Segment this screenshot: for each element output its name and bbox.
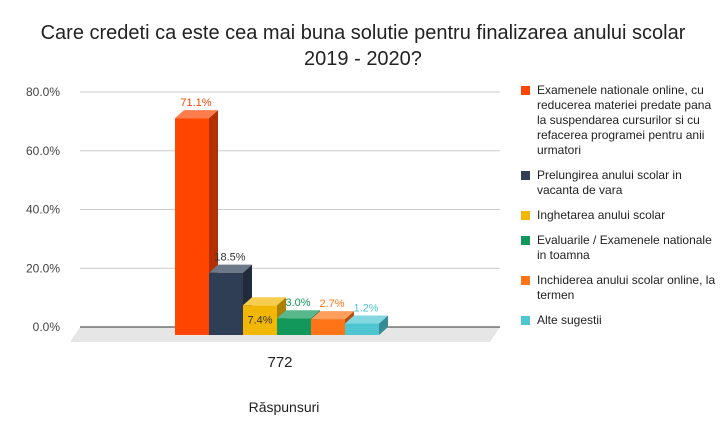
legend-swatch <box>521 316 530 325</box>
legend-label: Inghetarea anului scolar <box>537 208 666 222</box>
legend-item: Inghetarea anului scolar <box>521 208 721 223</box>
bar <box>175 118 209 335</box>
legend-item: Prelungirea anului scolar in vacanta de … <box>521 168 721 198</box>
bar-side <box>379 315 388 335</box>
bar-top <box>311 311 354 320</box>
y-tick-label: 60.0% <box>26 144 60 158</box>
bar <box>311 319 345 335</box>
legend: Examenele nationale online, cu reducerea… <box>521 83 721 338</box>
bar <box>277 318 311 335</box>
legend-swatch <box>521 276 530 285</box>
bar-top <box>277 310 320 319</box>
data-label: 7.4% <box>247 314 272 326</box>
bar <box>345 323 379 335</box>
legend-swatch <box>521 211 530 220</box>
x-category-label: 772 <box>267 354 292 371</box>
legend-swatch <box>521 86 530 95</box>
bar-top <box>175 110 218 119</box>
data-label: 3.0% <box>285 297 310 309</box>
x-axis-title: Răspunsuri <box>249 399 320 415</box>
legend-item: Evaluarile / Examenele nationale in toam… <box>521 233 721 263</box>
legend-label: Prelungirea anului scolar in vacanta de … <box>537 168 682 197</box>
y-tick-label: 0.0% <box>33 320 61 334</box>
chart-title-line-1: Care credeti ca este cea mai buna soluti… <box>40 22 686 44</box>
bar <box>209 272 243 335</box>
y-tick-label: 80.0% <box>26 85 60 99</box>
chart-title-line-2: 2019 - 2020? <box>304 48 422 70</box>
legend-label: Examenele nationale online, cu reducerea… <box>537 83 712 157</box>
y-tick-label: 40.0% <box>26 203 60 217</box>
legend-item: Examenele nationale online, cu reducerea… <box>521 83 721 158</box>
legend-label: Evaluarile / Examenele nationale in toam… <box>537 233 712 262</box>
legend-swatch <box>521 171 530 180</box>
legend-item: Alte sugestii <box>521 313 721 328</box>
data-label: 18.5% <box>214 252 245 264</box>
data-label: 2.7% <box>319 298 344 310</box>
data-label: 71.1% <box>180 97 211 109</box>
legend-label: Alte sugestii <box>537 313 602 327</box>
bar <box>243 305 277 335</box>
bar-top <box>243 297 286 306</box>
y-tick-label: 20.0% <box>26 261 60 275</box>
bar-top <box>209 264 252 273</box>
legend-swatch <box>521 236 530 245</box>
legend-item: Inchiderea anului scolar online, la term… <box>521 273 721 303</box>
bar-top <box>345 315 388 324</box>
legend-label: Inchiderea anului scolar online, la term… <box>537 273 716 302</box>
chart-title: Care credeti ca este cea mai buna soluti… <box>0 20 726 72</box>
data-label: 1.2% <box>353 302 378 314</box>
